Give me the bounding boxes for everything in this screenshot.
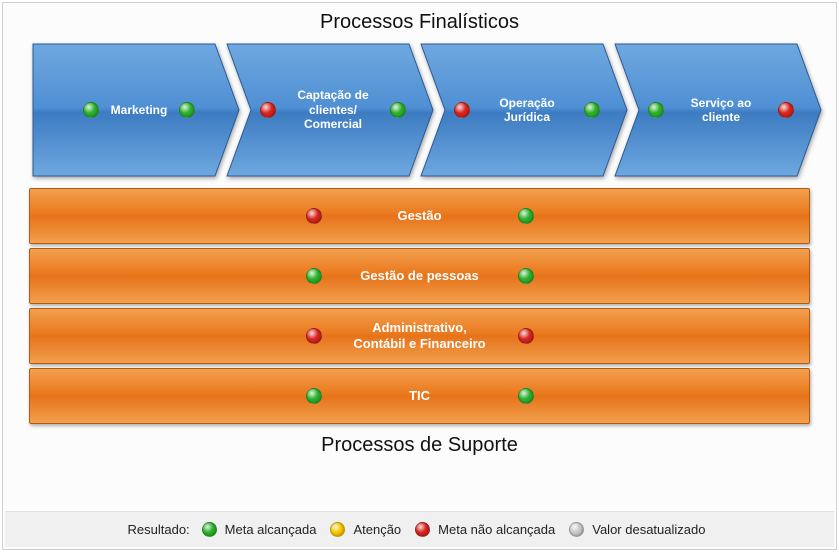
chevron-content: Operação Jurídica: [435, 40, 619, 180]
legend-dot-red: [415, 522, 430, 537]
legend-label: Atenção: [353, 522, 401, 537]
support-stack: Gestão Gestão de pessoas Administrativo, C…: [29, 188, 810, 424]
status-dot-right: [778, 102, 794, 118]
support-bar-label: Gestão de pessoas: [350, 268, 490, 284]
legend-label: Meta alcançada: [225, 522, 317, 537]
status-dot-right: [518, 328, 534, 344]
legend-label: Valor desatualizado: [592, 522, 705, 537]
support-bar-content: Gestão: [306, 208, 534, 224]
status-dot-left: [306, 268, 322, 284]
chevron-label: Marketing: [111, 103, 168, 117]
status-dot-right: [179, 102, 195, 118]
legend-dot-gray: [569, 522, 584, 537]
status-dot-left: [306, 208, 322, 224]
status-dot-right: [584, 102, 600, 118]
status-dot-right: [518, 388, 534, 404]
title-top: Processos Finalísticos: [3, 3, 836, 40]
chevron-content: Captação de clientes/ Comercial: [241, 40, 425, 180]
status-dot-left: [260, 102, 276, 118]
title-bottom: Processos de Suporte: [3, 428, 836, 463]
legend-dot-green: [202, 522, 217, 537]
chevron-0: Marketing: [29, 40, 243, 180]
legend-prefix: Resultado:: [128, 522, 190, 537]
legend: Resultado: Meta alcançada Atenção Meta não…: [5, 511, 834, 547]
status-dot-left: [83, 102, 99, 118]
chevron-content: Marketing: [47, 40, 231, 180]
support-bar-content: Administrativo, Contábil e Financeiro: [306, 320, 534, 351]
support-bar-2: Administrativo, Contábil e Financeiro: [29, 308, 810, 364]
support-bar-3: TIC: [29, 368, 810, 424]
legend-dot-yellow: [330, 522, 345, 537]
support-bar-0: Gestão: [29, 188, 810, 244]
chevron-label: Serviço ao cliente: [676, 96, 766, 125]
support-bar-label: Administrativo, Contábil e Financeiro: [350, 320, 490, 351]
chevron-3: Serviço ao cliente: [611, 40, 825, 180]
support-bar-1: Gestão de pessoas: [29, 248, 810, 304]
status-dot-left: [648, 102, 664, 118]
support-bar-content: TIC: [306, 388, 534, 404]
support-bar-label: Gestão: [350, 208, 490, 224]
chevron-2: Operação Jurídica: [417, 40, 631, 180]
status-dot-left: [454, 102, 470, 118]
legend-label: Meta não alcançada: [438, 522, 555, 537]
chevron-label: Operação Jurídica: [482, 96, 572, 125]
support-bar-content: Gestão de pessoas: [306, 268, 534, 284]
status-dot-left: [306, 388, 322, 404]
status-dot-right: [518, 268, 534, 284]
chevron-1: Captação de clientes/ Comercial: [223, 40, 437, 180]
chevron-label: Captação de clientes/ Comercial: [288, 88, 378, 131]
status-dot-left: [306, 328, 322, 344]
chevron-content: Serviço ao cliente: [629, 40, 813, 180]
diagram-container: Processos Finalísticos Marketing Captação…: [2, 2, 837, 550]
support-bar-label: TIC: [350, 388, 490, 404]
status-dot-right: [518, 208, 534, 224]
chevron-row: Marketing Captação de clientes/ Comercial…: [29, 40, 810, 182]
status-dot-right: [390, 102, 406, 118]
